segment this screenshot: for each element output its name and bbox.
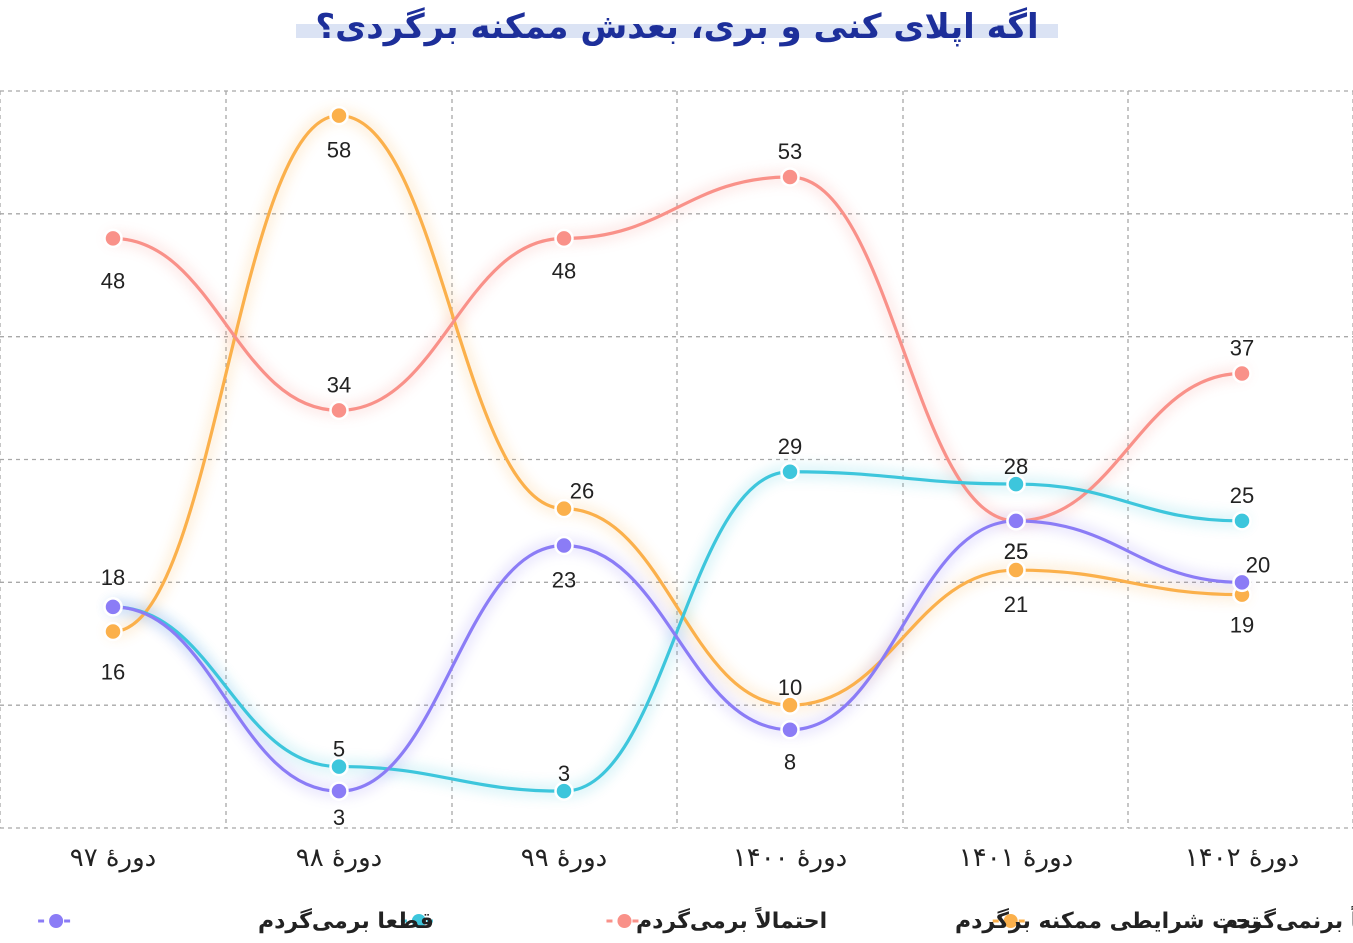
data-label: 8 — [784, 750, 796, 775]
data-label: 25 — [1004, 539, 1028, 564]
legend-label: تحت شرایطی ممکنه برگردم — [955, 907, 1260, 934]
data-label: 58 — [327, 138, 351, 163]
data-label: 48 — [101, 268, 125, 293]
series-line — [111, 175, 1244, 523]
data-point — [103, 621, 123, 642]
legend-marker — [617, 914, 632, 928]
data-label: 3 — [558, 761, 570, 786]
data-label: 25 — [1230, 483, 1254, 508]
data-point — [780, 695, 800, 715]
data-point — [103, 597, 123, 617]
data-point — [1006, 474, 1026, 494]
data-label: 3 — [333, 805, 345, 830]
x-tick-label: دورهٔ ۹۷ — [70, 843, 157, 873]
x-tick-label: دورهٔ ۹۹ — [521, 843, 608, 873]
legend-marker — [49, 914, 64, 928]
x-tick-label: دورهٔ ۱۴۰۱ — [959, 843, 1073, 873]
legend-label: قطعا برمی‌گردم — [258, 907, 434, 934]
data-label: 5 — [333, 737, 345, 762]
data-point — [329, 400, 349, 421]
data-point — [1232, 511, 1252, 531]
legend-label: احتمالاً برمی‌گردم — [636, 906, 827, 934]
data-label: 16 — [101, 659, 125, 684]
data-points — [103, 105, 1252, 801]
data-label: 48 — [552, 258, 576, 283]
data-label: 25 — [1004, 539, 1028, 564]
data-point — [780, 167, 800, 187]
data-label: 18 — [101, 565, 125, 590]
series-line — [111, 113, 1244, 707]
data-point — [780, 462, 800, 482]
data-point — [780, 719, 800, 740]
legend-marker — [411, 914, 426, 928]
legend-label: قطعاً برنمی‌گردم — [1222, 904, 1353, 934]
data-label: 19 — [1230, 613, 1254, 638]
data-label: 29 — [778, 434, 802, 459]
data-label: 26 — [570, 479, 594, 504]
legend-marker — [1003, 914, 1018, 928]
data-point — [554, 228, 574, 249]
data-label: 23 — [552, 567, 576, 592]
data-label: 37 — [1230, 336, 1254, 361]
data-labels: 1658261021194834485325371853292825323825… — [101, 138, 1270, 831]
chart-title: اگه اپلای کنی و بری، بعدش ممکنه برگردی؟ — [315, 7, 1038, 47]
data-point — [1006, 511, 1026, 531]
x-tick-label: دورهٔ ۱۴۰۰ — [733, 843, 847, 873]
data-label: 20 — [1246, 552, 1270, 577]
data-label: 10 — [778, 675, 802, 700]
data-label: 34 — [327, 372, 351, 397]
x-tick-label: دورهٔ ۹۸ — [296, 843, 383, 873]
x-tick-label: دورهٔ ۱۴۰۲ — [1185, 843, 1299, 873]
data-point — [554, 781, 574, 801]
data-point — [329, 756, 349, 777]
data-label: 21 — [1004, 592, 1028, 617]
data-point — [1006, 560, 1026, 580]
data-point — [554, 535, 574, 556]
data-point — [1232, 572, 1252, 593]
data-point — [1232, 363, 1252, 384]
title-highlight — [296, 24, 1058, 38]
series-lines — [111, 113, 1244, 793]
data-point — [329, 781, 349, 801]
data-point — [103, 228, 123, 249]
data-label: 28 — [1004, 454, 1028, 479]
data-label: 53 — [778, 139, 802, 164]
x-axis-ticks: دورهٔ ۹۷ دورهٔ ۹۸ دورهٔ ۹۹ دورهٔ ۱۴۰۰ دورهٔ … — [70, 843, 1299, 873]
data-point — [554, 498, 574, 519]
data-point — [329, 105, 349, 126]
